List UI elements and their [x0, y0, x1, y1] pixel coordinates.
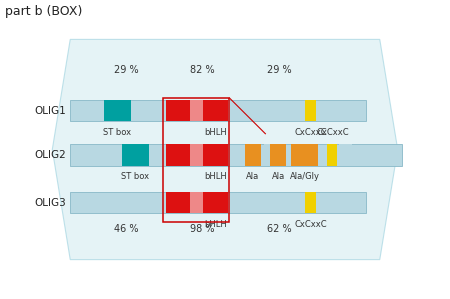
Bar [163, 98, 230, 222]
Text: 46 %: 46 % [114, 225, 139, 234]
Text: ST box: ST box [103, 128, 131, 137]
Text: Ala/Gly: Ala/Gly [290, 173, 320, 181]
Text: CxCxxC: CxCxxC [294, 128, 327, 137]
Text: 29 %: 29 % [266, 65, 291, 74]
Text: bHLH: bHLH [204, 173, 227, 181]
Bar [190, 100, 203, 121]
Text: 62 %: 62 % [266, 225, 291, 234]
Bar [190, 144, 203, 166]
Text: 82 %: 82 % [190, 65, 215, 74]
Bar [166, 192, 190, 213]
Bar [122, 144, 149, 166]
Text: OLIG1: OLIG1 [34, 106, 66, 115]
Bar [292, 144, 318, 166]
Bar [166, 100, 190, 121]
Text: 29 %: 29 % [114, 65, 139, 74]
Bar [203, 100, 228, 121]
Text: bHLH: bHLH [204, 128, 227, 137]
Text: OLIG2: OLIG2 [34, 150, 66, 160]
Bar [339, 144, 352, 166]
Polygon shape [52, 39, 398, 260]
Bar [70, 144, 402, 166]
Bar [305, 100, 316, 121]
Bar [327, 144, 337, 166]
Bar [203, 192, 228, 213]
Text: bHLH: bHLH [204, 220, 227, 229]
Text: ST box: ST box [121, 173, 149, 181]
Bar [245, 144, 261, 166]
Bar [305, 192, 316, 213]
Bar [190, 192, 203, 213]
Bar [70, 192, 366, 213]
Bar [270, 144, 286, 166]
Text: part b (BOX): part b (BOX) [5, 5, 82, 18]
Bar [104, 100, 131, 121]
Text: CxCxxC: CxCxxC [294, 220, 327, 229]
Bar [166, 144, 190, 166]
Text: OLIG3: OLIG3 [34, 198, 66, 208]
Text: 98 %: 98 % [190, 225, 215, 234]
Text: Ala: Ala [247, 173, 260, 181]
Text: Ala: Ala [271, 173, 285, 181]
Bar [265, 144, 270, 166]
Text: CxCxxC: CxCxxC [316, 128, 349, 137]
Bar [203, 144, 228, 166]
Bar [70, 100, 366, 121]
